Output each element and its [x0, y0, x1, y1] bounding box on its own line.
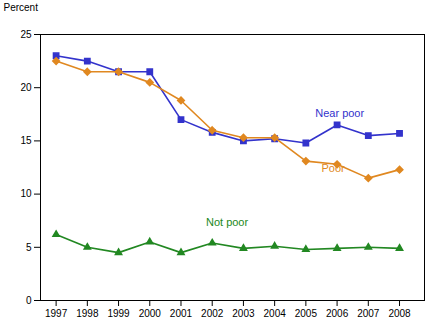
svg-text:0: 0: [26, 295, 32, 306]
svg-text:15: 15: [20, 135, 32, 146]
svg-text:5: 5: [26, 242, 32, 253]
svg-text:2008: 2008: [388, 308, 411, 319]
svg-text:1999: 1999: [107, 308, 130, 319]
svg-text:2006: 2006: [326, 308, 349, 319]
svg-text:Percent: Percent: [4, 2, 39, 13]
svg-text:2007: 2007: [357, 308, 380, 319]
svg-text:2004: 2004: [264, 308, 287, 319]
svg-text:2005: 2005: [295, 308, 318, 319]
svg-text:20: 20: [20, 82, 32, 93]
svg-text:1998: 1998: [76, 308, 99, 319]
svg-text:25: 25: [20, 29, 32, 40]
svg-text:10: 10: [20, 188, 32, 199]
svg-text:2002: 2002: [201, 308, 224, 319]
svg-text:2001: 2001: [170, 308, 193, 319]
svg-text:Poor: Poor: [321, 162, 345, 174]
svg-text:Near poor: Near poor: [315, 107, 364, 119]
svg-text:2000: 2000: [139, 308, 162, 319]
svg-text:Not poor: Not poor: [206, 216, 249, 228]
svg-text:2003: 2003: [232, 308, 255, 319]
svg-text:1997: 1997: [45, 308, 68, 319]
